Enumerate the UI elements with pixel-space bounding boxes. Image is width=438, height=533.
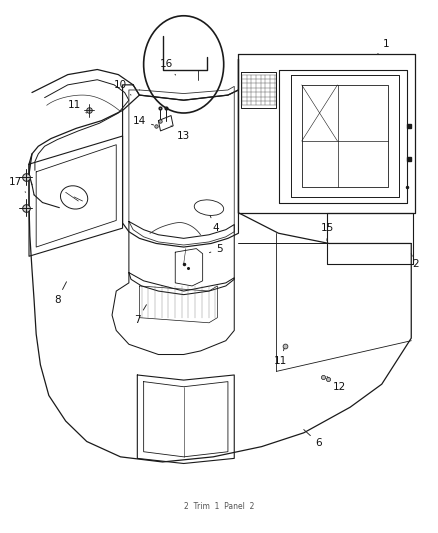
Text: 17: 17: [8, 177, 25, 192]
Text: 8: 8: [54, 282, 67, 305]
Text: 12: 12: [326, 376, 346, 392]
Text: 2: 2: [410, 254, 418, 269]
Text: 5: 5: [209, 244, 223, 254]
Text: 2  Trim  1  Panel  2: 2 Trim 1 Panel 2: [184, 502, 254, 511]
Text: 4: 4: [209, 215, 218, 233]
Text: 13: 13: [171, 126, 190, 141]
Text: 16: 16: [160, 59, 175, 75]
Text: 7: 7: [134, 305, 146, 325]
Text: 6: 6: [303, 430, 321, 448]
Text: 11: 11: [273, 349, 286, 366]
Text: 11: 11: [67, 100, 87, 113]
Text: 1: 1: [376, 39, 389, 54]
Text: 10: 10: [113, 80, 131, 95]
Text: 15: 15: [320, 223, 333, 241]
Text: 14: 14: [133, 116, 153, 126]
